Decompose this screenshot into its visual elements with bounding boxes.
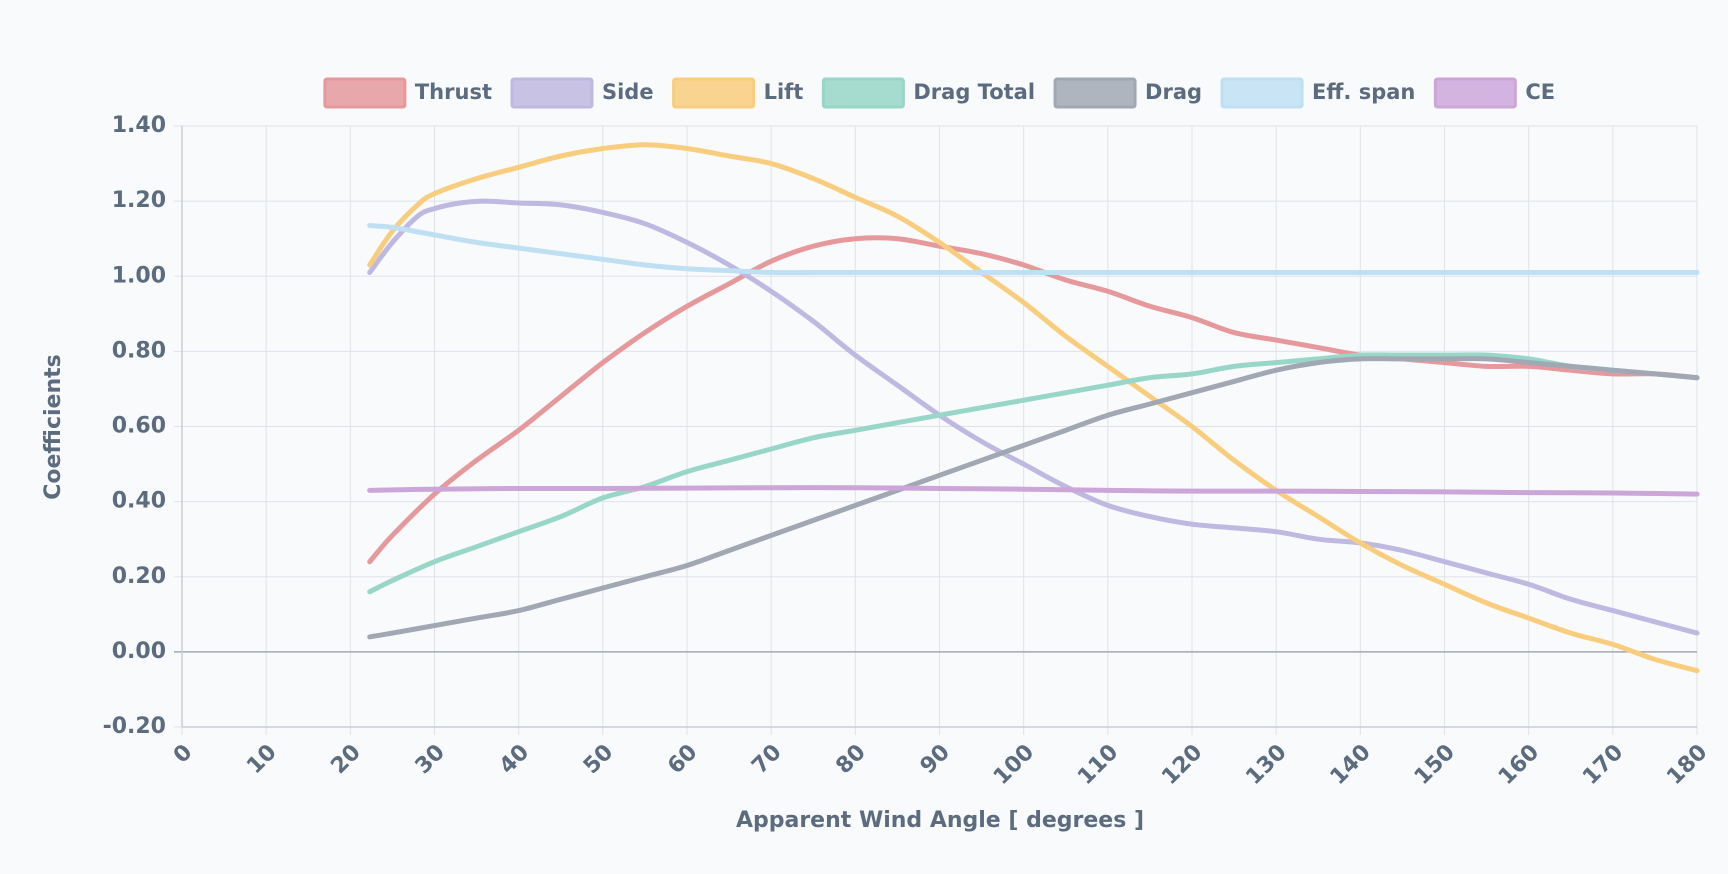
x-tick-label: 70 (747, 740, 786, 779)
legend-item-side[interactable]: Side (510, 77, 654, 109)
series-line-thrust (367, 235, 1700, 565)
legend-label: Eff. span (1312, 80, 1415, 104)
series-line-eff-span (367, 223, 1700, 276)
series-line-drag (367, 356, 1700, 640)
legend-label: CE (1525, 80, 1555, 104)
grid (174, 125, 1698, 735)
x-tick-label: 110 (1073, 740, 1123, 790)
x-tick-label: 150 (1410, 740, 1460, 790)
x-tick-label: 60 (663, 740, 702, 779)
x-tick-label: 120 (1157, 740, 1207, 790)
legend-swatch (821, 77, 905, 109)
legend-swatch (672, 77, 756, 109)
y-tick-label: 1.20 (112, 188, 166, 213)
y-tick-label: 0.80 (112, 338, 166, 363)
legend-label: Lift (764, 80, 804, 104)
legend-label: Drag (1145, 80, 1202, 104)
legend-label: Thrust (415, 80, 492, 104)
legend-item-lift[interactable]: Lift (672, 77, 804, 109)
y-tick-label: 0.60 (112, 414, 166, 439)
x-tick-label: 30 (411, 740, 450, 779)
x-tick-label: 40 (495, 740, 534, 779)
y-axis-title: Coefficients (41, 354, 66, 500)
y-tick-label: 1.40 (112, 113, 166, 138)
legend-item-drag-total[interactable]: Drag Total (821, 77, 1035, 109)
x-tick-labels: 0 10 20 30 40 50 60 70 80 90 100 110 120 130 140 150 160… (169, 740, 1713, 790)
x-tick-label: 0 (169, 740, 198, 769)
y-tick-label: 0.40 (112, 489, 166, 514)
x-tick-label: 180 (1662, 740, 1712, 790)
legend-swatch (510, 77, 594, 109)
x-tick-label: 170 (1578, 740, 1628, 790)
x-tick-label: 100 (989, 740, 1039, 790)
y-tick-label: 1.00 (112, 263, 166, 288)
x-tick-label: 130 (1241, 740, 1291, 790)
y-tick-label: 0.00 (112, 639, 166, 664)
x-tick-label: 140 (1326, 740, 1376, 790)
legend-item-eff-span[interactable]: Eff. span (1220, 77, 1415, 109)
x-tick-label: 10 (242, 740, 281, 779)
legend-item-ce[interactable]: CE (1433, 77, 1555, 109)
series-line-side (367, 198, 1700, 636)
x-tick-label: 90 (916, 740, 955, 779)
legend-swatch (323, 77, 407, 109)
legend-swatch (1053, 77, 1137, 109)
legend-label: Drag Total (913, 80, 1035, 104)
series-line-ce (367, 485, 1700, 497)
legend-label: Side (602, 80, 654, 104)
series-line-lift (367, 142, 1700, 674)
x-axis-title: Apparent Wind Angle [ degrees ] (736, 808, 1144, 833)
legend-swatch (1220, 77, 1304, 109)
legend-item-drag[interactable]: Drag (1053, 77, 1202, 109)
x-tick-label: 80 (831, 740, 870, 779)
y-tick-label: -0.20 (103, 714, 166, 739)
legend[interactable]: Thrust Side Lift Drag Total Drag Eff. span CE (323, 77, 1555, 109)
series-line-drag-total (367, 352, 1700, 595)
y-tick-labels: 1.40 1.20 1.00 0.80 0.60 0.40 0.20 0.00 -0.20 (103, 113, 166, 739)
x-tick-label: 50 (579, 740, 618, 779)
x-tick-label: 160 (1494, 740, 1544, 790)
y-tick-label: 0.20 (112, 564, 166, 589)
x-tick-label: 20 (326, 740, 365, 779)
axes (181, 126, 1697, 728)
legend-swatch (1433, 77, 1517, 109)
legend-item-thrust[interactable]: Thrust (323, 77, 492, 109)
series-lines (367, 142, 1700, 674)
